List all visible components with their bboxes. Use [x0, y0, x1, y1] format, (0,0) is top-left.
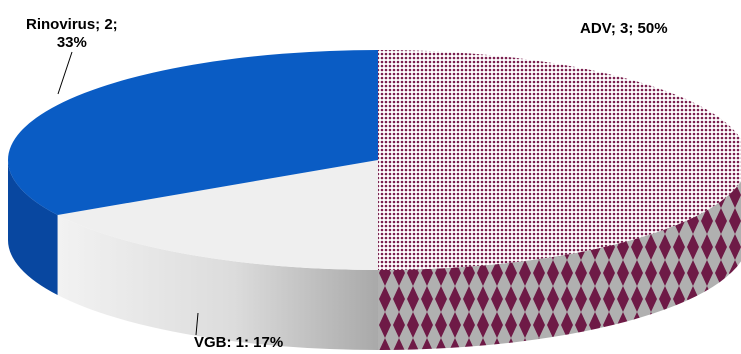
leader-line-vgb [195, 312, 199, 336]
slice-wall-vgb [57, 215, 378, 350]
slice-adv [378, 50, 741, 270]
slice-label-adv: ADV; 3; 50% [580, 20, 668, 38]
slice-label-rinovirus-line2: 33% [56, 34, 87, 51]
slice-wall-adv [378, 181, 741, 350]
slice-rinovirus [7, 49, 378, 215]
slice-label-vgb: VGB: 1: 17% [194, 334, 283, 352]
slice-wall-rinovirus [8, 160, 58, 295]
slice-label-rinovirus: Rinovirus; 2; 33% [26, 16, 118, 52]
slice-label-vgb-line1: VGB: 1: 17% [194, 334, 284, 351]
slice-label-adv-line1: ADV; 3; 50% [580, 20, 668, 37]
slice-label-rinovirus-line1: Rinovirus; 2; [26, 16, 118, 33]
slice-vgb [57, 160, 378, 270]
leader-line-rinovirus [57, 51, 73, 95]
